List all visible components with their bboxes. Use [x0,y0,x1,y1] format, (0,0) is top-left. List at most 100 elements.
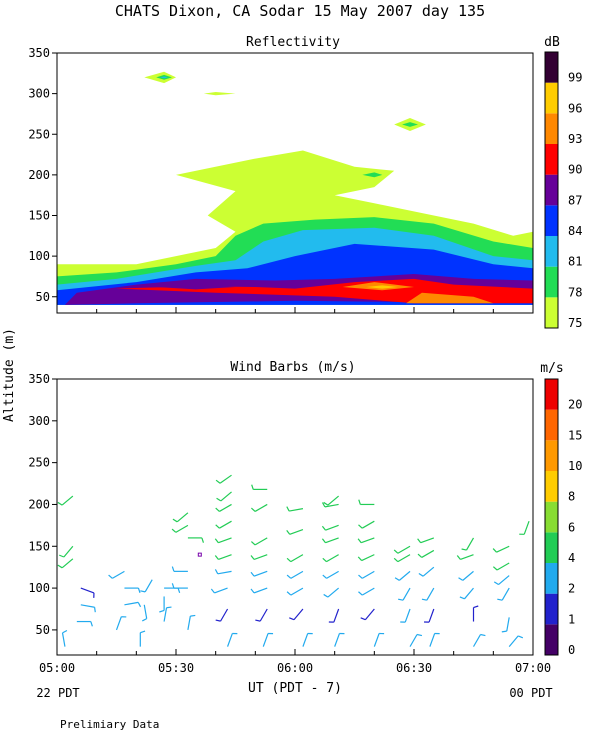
y-tick-label: 250 [28,127,50,141]
wind-barb [418,538,434,543]
colorbar-swatch [545,471,558,502]
wind-barb [359,500,375,505]
wind-colorbar-unit: m/s [540,361,563,376]
wind-barb [251,504,267,511]
right-date-label: 00 PDT [509,686,552,700]
colorbar-tick-label: 1 [568,612,575,626]
colorbar-tick-label: 84 [568,224,582,238]
wind-barb [215,555,231,560]
wind-barb [509,636,523,647]
figure-title: CHATS Dixon, CA Sodar 15 May 2007 day 13… [115,2,485,20]
wind-barb [303,633,313,646]
reflectivity-plot [57,72,533,305]
wind-barb [358,588,374,595]
wind-barb [63,631,67,647]
wind-barb [358,555,374,561]
wind-barb [395,571,410,580]
colorbar-tick-label: 93 [568,132,582,146]
wind-barb [502,617,509,631]
wind-barb [228,633,238,646]
wind-barb [173,513,188,522]
colorbar-swatch [545,502,558,533]
wind-barb [142,605,146,621]
y-tick-label: 50 [36,623,50,637]
colorbar-tick-label: 6 [568,520,575,534]
x-tick-label: 05:30 [158,661,194,675]
wind-barb [124,602,140,606]
wind-barb [140,580,152,592]
colorbar-tick-label: 10 [568,459,582,473]
colorbar-swatch [545,113,558,144]
wind-barb [216,521,232,528]
wind-barb [323,555,339,562]
wind-barb [358,538,374,543]
y-tick-label: 350 [28,372,50,386]
colorbar-tick-label: 81 [568,255,582,269]
wind-barb [164,607,171,621]
wind-barb [418,550,434,557]
colorbar-swatch [545,379,558,410]
y-tick-label: 100 [28,249,50,263]
wind-barb [374,633,384,646]
wind-barb [494,576,509,585]
wind-barbs-plot [58,475,529,646]
wind-barb [410,635,422,647]
wind-barb [140,631,145,647]
y-tick-label: 150 [28,209,50,223]
wind-barb [215,569,231,573]
wind-barb [424,609,434,622]
colorbar-swatch [545,440,558,471]
wind-barb [493,546,509,552]
colorbar-tick-label: 8 [568,490,575,504]
wind-barb [394,546,410,553]
colorbar-swatch [545,594,558,625]
colorbar-swatch [545,410,558,441]
wind-barb [81,605,95,612]
wind-barb [255,609,267,621]
footnote: Prelimiary Data [60,718,159,731]
wind-barb [324,588,339,597]
wind-barb [77,622,93,627]
y-tick-label: 300 [28,87,50,101]
left-date-label: 22 PDT [36,686,79,700]
wind-barb [322,525,338,530]
wind-barb [398,588,410,600]
wind-barb [287,555,303,562]
wind-barb [124,588,140,593]
wind-barb [422,588,434,600]
x-tick-label: 06:00 [277,661,313,675]
wind-barb [217,492,232,501]
wind-barb [211,588,227,593]
colorbar-tick-label: 0 [568,643,575,657]
wind-barb [251,555,267,560]
wind-barb [329,609,339,622]
colorbar-swatch [545,83,558,114]
colorbar-swatch [545,267,558,298]
wind-barb [322,538,338,543]
wind-barb [361,609,375,620]
wind-barb [287,588,303,595]
wind-barb [457,555,473,560]
x-tick-label: 07:00 [515,661,551,675]
wind-barb [251,538,267,545]
wind-barb [419,567,434,576]
wind-barb [81,588,94,598]
reflectivity-contour [204,92,236,95]
wind-barb [493,563,509,570]
wind-barb [519,521,529,534]
wind-barbs-title: Wind Barbs (m/s) [230,360,355,375]
colorbar-tick-label: 99 [568,71,582,85]
colorbar-tick-label: 78 [568,285,582,299]
wind-barb [459,571,474,580]
colorbar-swatch [545,52,558,83]
wind-barb [460,588,474,599]
colorbar-tick-label: 2 [568,582,575,596]
wind-barb [109,571,125,578]
wind-barb [289,609,303,620]
wind-barb [324,496,339,505]
colorbar-swatch [545,563,558,594]
wind-barb [400,609,410,622]
